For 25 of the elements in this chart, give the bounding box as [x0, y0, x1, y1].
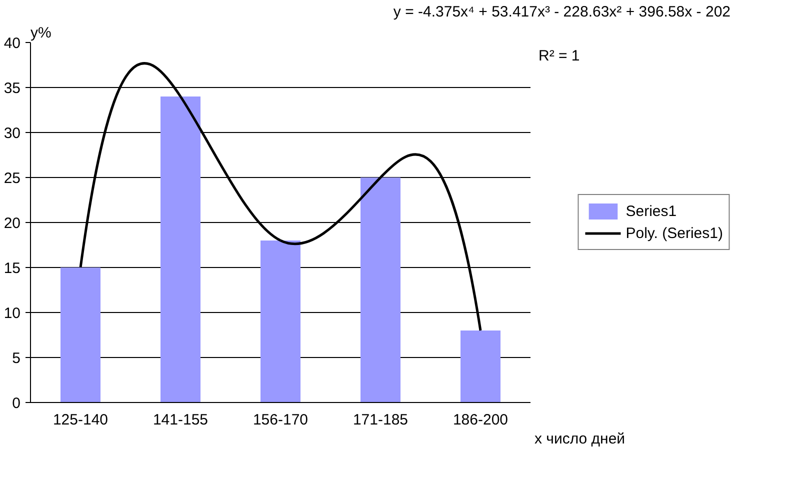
x-tick-label: 186-200 — [452, 412, 508, 428]
y-tick-label: 25 — [4, 170, 21, 187]
x-tick-label: 141-155 — [152, 412, 208, 428]
y-tick-label: 15 — [4, 260, 21, 277]
y-tick-label: 10 — [4, 305, 21, 322]
y-axis-title: y% — [30, 24, 52, 42]
legend-label: Poly. (Series1) — [626, 224, 723, 242]
y-tick-label: 0 — [12, 395, 20, 412]
x-tick-label: 171-185 — [352, 412, 408, 428]
bar — [160, 96, 200, 402]
bar — [60, 268, 100, 402]
y-tick-label: 30 — [4, 125, 21, 142]
bar — [260, 240, 300, 402]
y-tick-label: 5 — [12, 350, 20, 367]
text: R² = 1 — [538, 48, 580, 64]
text: y = -4.375x⁴ + 53.417x³ - 228.63x² + 396.58x - 202 — [393, 4, 731, 20]
x-tick-label: 156-170 — [252, 412, 308, 428]
bar — [460, 330, 500, 402]
bar — [360, 178, 400, 402]
y-tick-label: 20 — [4, 215, 21, 232]
x-tick-label: 125-140 — [52, 412, 108, 428]
y-tick-label: 40 — [4, 35, 21, 52]
y-tick-label: 35 — [4, 80, 21, 97]
legend-label: Series1 — [626, 202, 677, 220]
x-axis-title: x число дней — [534, 430, 626, 448]
